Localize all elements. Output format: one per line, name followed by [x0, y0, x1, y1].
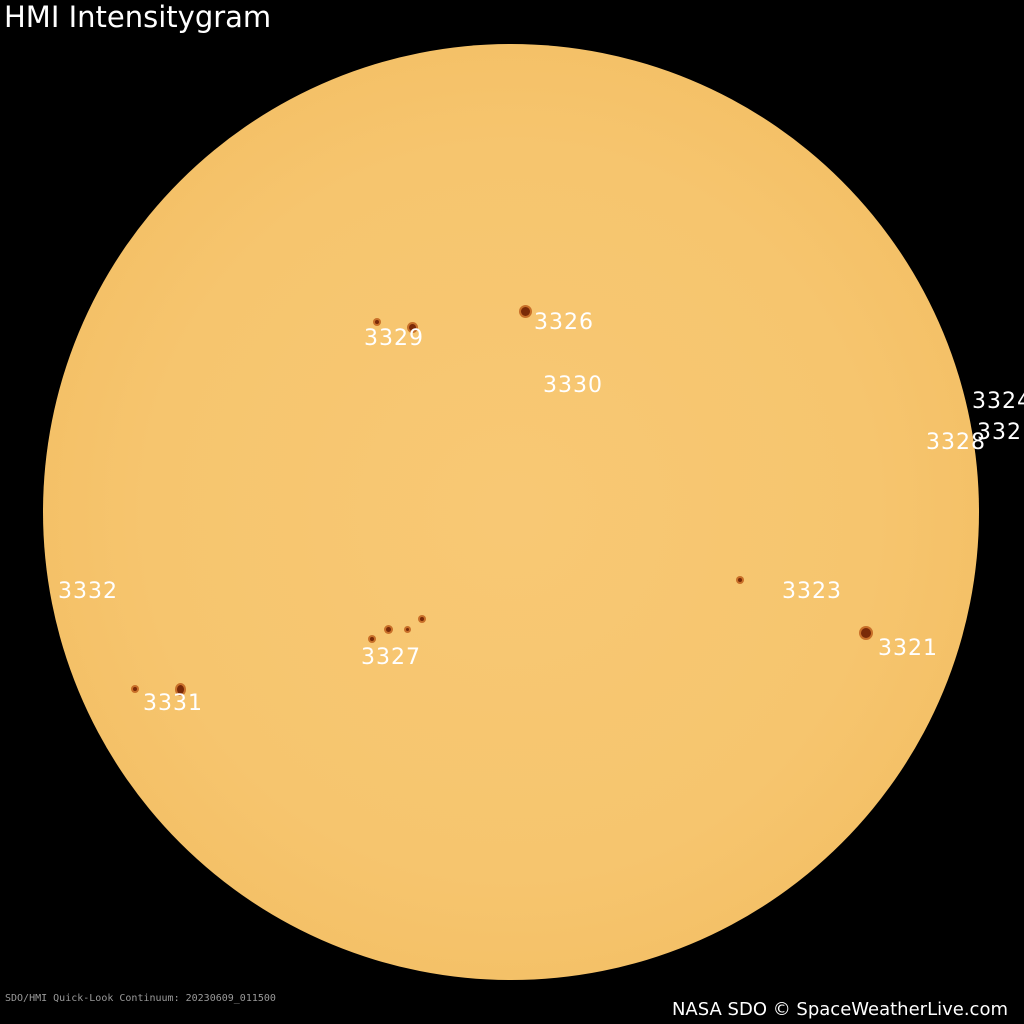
sunspot — [177, 685, 184, 694]
sunspot — [409, 324, 416, 331]
region-label: 332 — [977, 420, 1022, 445]
region-label: 3323 — [782, 579, 842, 604]
region-label: 3329 — [364, 326, 424, 351]
region-label: 3332 — [58, 579, 118, 604]
sunspot — [370, 637, 374, 641]
region-label: 3327 — [361, 645, 421, 670]
sunspot — [375, 320, 379, 324]
sunspot — [420, 617, 424, 621]
sunspot — [386, 627, 391, 632]
region-label: 3331 — [143, 691, 203, 716]
region-label: 3328 — [926, 430, 986, 455]
credit: NASA SDO © SpaceWeatherLive.com — [671, 999, 1008, 1020]
caption: SDO/HMI Quick-Look Continuum: 20230609_0… — [5, 993, 276, 1004]
sunspot — [406, 628, 409, 631]
region-label: 3330 — [543, 373, 603, 398]
region-label: 3326 — [534, 310, 594, 335]
sunspot — [738, 578, 742, 582]
sunspot — [521, 307, 530, 316]
sunspot — [133, 687, 137, 691]
region-label: 3324 — [972, 389, 1024, 414]
region-label: 3321 — [878, 636, 938, 661]
image-title: HMI Intensitygram — [4, 0, 272, 34]
sunspot — [861, 628, 871, 638]
solar-disk — [43, 44, 979, 980]
